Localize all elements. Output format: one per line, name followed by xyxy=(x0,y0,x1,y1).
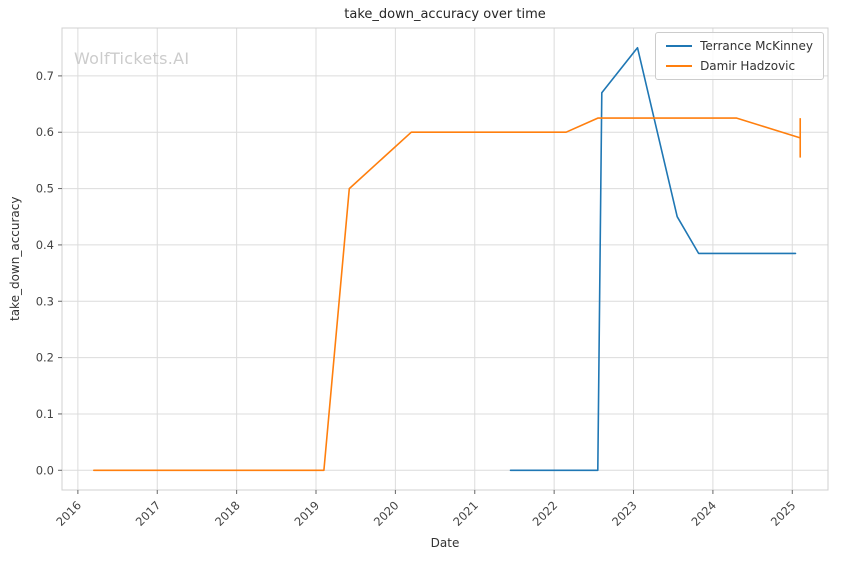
svg-text:2021: 2021 xyxy=(450,498,481,529)
svg-text:2022: 2022 xyxy=(530,498,561,529)
svg-text:0.4: 0.4 xyxy=(36,238,54,252)
svg-text:2019: 2019 xyxy=(292,498,323,529)
svg-text:2023: 2023 xyxy=(609,498,640,529)
y-axis-label: take_down_accuracy xyxy=(8,196,22,322)
legend-label: Terrance McKinney xyxy=(700,39,813,53)
legend-label: Damir Hadzovic xyxy=(700,59,796,73)
svg-text:0.6: 0.6 xyxy=(36,125,54,139)
svg-text:0.7: 0.7 xyxy=(36,69,54,83)
svg-text:0.2: 0.2 xyxy=(36,351,54,365)
svg-text:2025: 2025 xyxy=(768,498,799,529)
svg-text:0.3: 0.3 xyxy=(36,294,54,308)
legend-line-swatch xyxy=(666,65,693,67)
svg-text:2017: 2017 xyxy=(133,498,164,529)
svg-text:0.0: 0.0 xyxy=(36,463,54,477)
legend-item: Damir Hadzovic xyxy=(666,59,813,73)
watermark: WolfTickets.AI xyxy=(74,49,190,68)
chart-title: take_down_accuracy over time xyxy=(344,7,546,22)
svg-text:2024: 2024 xyxy=(688,498,719,529)
legend-line-swatch xyxy=(666,45,693,47)
x-axis-label: Date xyxy=(430,536,460,550)
svg-text:2018: 2018 xyxy=(212,498,243,529)
legend-item: Terrance McKinney xyxy=(666,39,813,53)
svg-text:2020: 2020 xyxy=(371,498,402,529)
legend: Terrance McKinney Damir Hadzovic xyxy=(655,32,824,80)
svg-text:0.1: 0.1 xyxy=(36,407,54,421)
svg-text:2016: 2016 xyxy=(53,498,84,529)
svg-text:0.5: 0.5 xyxy=(36,182,54,196)
